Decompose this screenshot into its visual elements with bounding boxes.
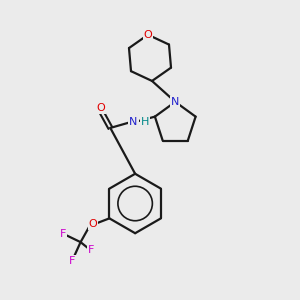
Text: N: N	[129, 117, 138, 127]
Text: N: N	[171, 97, 179, 107]
Text: F: F	[69, 256, 75, 266]
Text: O: O	[96, 103, 105, 113]
Text: F: F	[60, 229, 67, 239]
Text: O: O	[144, 30, 152, 40]
Text: F: F	[88, 245, 94, 256]
Text: H: H	[141, 117, 149, 127]
Text: O: O	[89, 219, 98, 229]
